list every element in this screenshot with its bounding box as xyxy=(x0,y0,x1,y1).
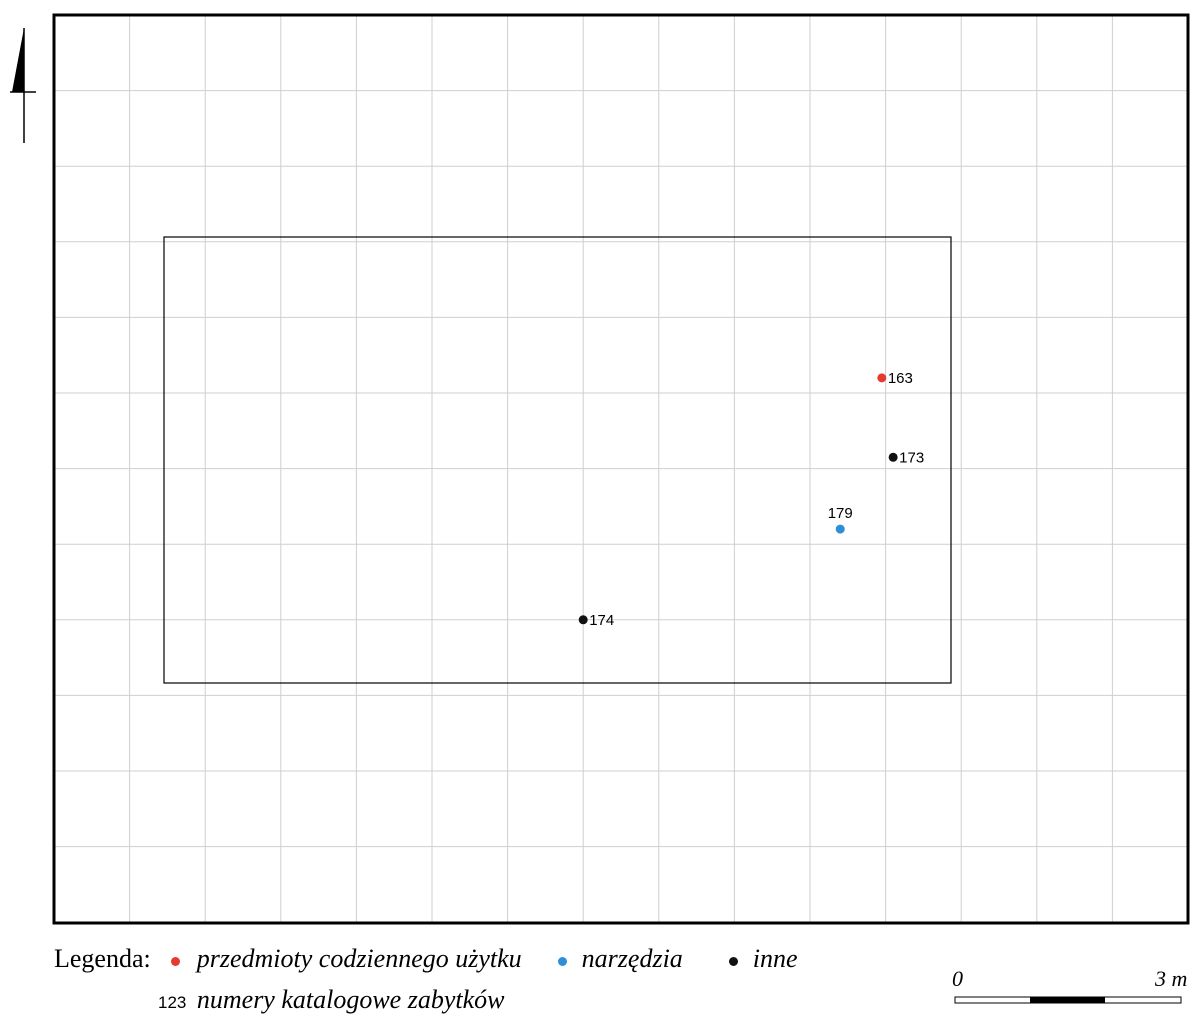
find-marker-174 xyxy=(578,615,588,625)
find-marker-163 xyxy=(877,373,887,383)
scale-start-label: 0 xyxy=(952,966,963,991)
find-label-179: 179 xyxy=(828,505,853,522)
finds-layer: 163 173 179 174 xyxy=(578,370,924,629)
excavation-trench xyxy=(163,236,952,684)
number-label: numery katalogowe zabytków xyxy=(196,985,505,1014)
map-frame xyxy=(52,13,1190,925)
find-label-163: 163 xyxy=(888,370,913,387)
north-arrow-icon xyxy=(10,28,36,143)
blue-dot-icon xyxy=(558,956,568,966)
grid-lines xyxy=(54,15,1188,923)
legend-item-other: inne xyxy=(729,944,798,973)
red-dot-icon xyxy=(171,956,181,966)
scale-bar xyxy=(954,996,1182,1004)
number-sample: 123 xyxy=(158,993,187,1012)
legend-label-tools: narzędzia xyxy=(581,944,683,973)
find-marker-179 xyxy=(835,524,845,534)
black-dot-icon xyxy=(729,956,739,966)
find-label-174: 174 xyxy=(589,612,614,629)
find-marker-173 xyxy=(888,452,898,462)
legend-title: Legenda: xyxy=(54,944,151,973)
scale-end-label: 3 m xyxy=(1155,966,1188,991)
legend-item-tools: narzędzia xyxy=(558,944,689,973)
legend-label-daily: przedmioty codziennego użytku xyxy=(196,944,522,973)
find-label-173: 173 xyxy=(899,449,924,466)
legend-item-daily: przedmioty codziennego użytku xyxy=(171,944,528,973)
legend: Legenda: przedmioty codziennego użytku n… xyxy=(54,944,798,974)
legend-label-other: inne xyxy=(752,944,798,973)
legend-numbers-row: 123 numery katalogowe zabytków xyxy=(158,985,504,1015)
